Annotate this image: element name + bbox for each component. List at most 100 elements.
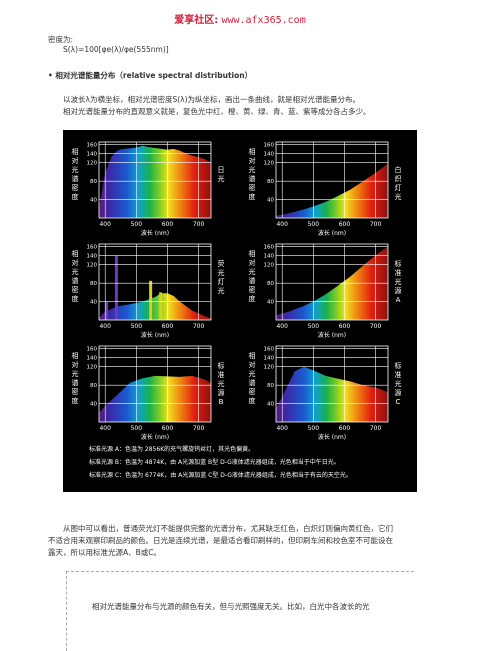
y-axis-label-char: 密 <box>72 387 79 396</box>
y-tick-label: 80 <box>267 383 274 389</box>
x-tick-label: 600 <box>339 425 351 432</box>
x-tick-label: 400 <box>276 425 288 432</box>
bullet: • <box>48 71 53 80</box>
series-label-char: 日 <box>218 166 225 174</box>
y-tick-label: 160 <box>87 142 98 148</box>
x-tick-label: 600 <box>162 221 174 228</box>
x-tick-label: 400 <box>99 221 111 228</box>
y-tick-label: 80 <box>267 281 274 287</box>
plot-frame <box>275 141 389 219</box>
y-axis-label-char: 谱 <box>72 276 79 285</box>
para1-line1: 以波长λ为横坐标，相对光谱密度S(λ)为纵坐标，画出一条曲线，就是相对光谱能量分… <box>63 95 360 104</box>
series-label-char: 源 <box>395 388 402 397</box>
section-title: 相对光谱能量分布（relative spectral distribution） <box>55 71 253 80</box>
series-label-char: 标 <box>395 361 402 370</box>
y-axis-label-char: 光 <box>249 369 256 378</box>
series-label-char: 炽 <box>395 174 402 183</box>
y-axis-label-char: 谱 <box>249 276 256 285</box>
y-axis-label-char: 对 <box>72 258 79 267</box>
y-axis-label-char: 密 <box>249 285 256 294</box>
series-label-char: 准 <box>395 268 402 277</box>
series-label-char: 源 <box>395 286 402 295</box>
y-axis-label-char: 度 <box>72 294 79 303</box>
y-axis-label-char: 密 <box>72 285 79 294</box>
site-url[interactable]: www.afx365.com <box>221 15 306 26</box>
spectrum-area <box>99 375 211 422</box>
y-tick-label: 160 <box>87 346 98 352</box>
y-tick-label: 120 <box>264 365 275 371</box>
series-label-char: 光 <box>218 379 225 388</box>
legend-b: 标准光源 B：色温为 4874K，由 A光源加蓝 B型 D-G液体滤光器组成，光… <box>89 459 340 466</box>
series-label-char: 准 <box>395 370 402 379</box>
y-tick-label: 140 <box>87 152 98 158</box>
series-label-char: 准 <box>218 370 225 379</box>
x-tick-label: 600 <box>162 323 174 330</box>
y-axis-label-char: 光 <box>72 165 79 174</box>
x-axis-label: 波长 (nm) <box>141 229 169 237</box>
y-tick-label: 120 <box>87 365 98 371</box>
x-tick-label: 400 <box>99 425 111 432</box>
series-label-char: 灯 <box>395 183 402 192</box>
y-axis-label-char: 度 <box>72 396 79 405</box>
y-tick-label: 140 <box>264 356 275 362</box>
x-axis-label: 波长 (nm) <box>141 331 169 339</box>
y-axis-label-char: 对 <box>72 360 79 369</box>
page-header: 爱享社区: www.afx365.com <box>0 11 480 26</box>
y-axis-label-char: 度 <box>249 396 256 405</box>
spectrum-area <box>276 366 388 422</box>
y-axis-label-char: 对 <box>249 258 256 267</box>
legend-c: 标准光源 C：色温为 6774K，由 A光源加蓝 C型 D-G液体滤光器组成，光… <box>89 472 352 479</box>
y-axis-label-char: 密 <box>249 183 256 192</box>
y-axis-label-char: 密 <box>72 183 79 192</box>
y-tick-label: 120 <box>87 161 98 167</box>
y-tick-label: 160 <box>264 142 275 148</box>
y-axis-label-char: 相 <box>249 147 256 156</box>
y-tick-label: 140 <box>264 152 275 158</box>
series-label-char: A <box>396 296 401 304</box>
y-tick-label: 120 <box>87 263 98 269</box>
y-tick-label: 80 <box>90 179 97 185</box>
x-tick-label: 500 <box>131 425 143 432</box>
x-tick-label: 500 <box>308 425 320 432</box>
y-axis-label-char: 对 <box>249 360 256 369</box>
series-label-char: 标 <box>395 259 402 268</box>
y-axis-label-char: 谱 <box>72 378 79 387</box>
series-label-char: 光 <box>218 174 225 183</box>
series-label-char: 标 <box>218 361 225 370</box>
plot-frame <box>275 345 389 423</box>
box-left-border <box>66 571 67 651</box>
y-axis-label-char: 密 <box>249 387 256 396</box>
y-axis-label-char: 光 <box>72 267 79 276</box>
x-tick-label: 400 <box>276 221 288 228</box>
para2-line3: 露天，所以用标准光源A、B或C。 <box>48 548 162 557</box>
y-axis-label-char: 对 <box>72 156 79 165</box>
intro-line: 密度为: <box>48 35 74 44</box>
y-axis-label-char: 相 <box>249 351 256 360</box>
box-top-border <box>66 571 414 572</box>
y-axis-label-char: 光 <box>249 267 256 276</box>
y-axis-label-char: 度 <box>249 294 256 303</box>
x-tick-label: 400 <box>276 323 288 330</box>
section-heading: • 相对光谱能量分布（relative spectral distributio… <box>48 70 252 81</box>
x-axis-label: 波长 (nm) <box>318 331 346 339</box>
emission-line <box>159 292 163 320</box>
y-axis-label-char: 相 <box>72 351 79 360</box>
x-tick-label: 400 <box>99 323 111 330</box>
x-axis-label: 波长 (nm) <box>141 433 169 441</box>
series-label-char: 荧 <box>218 259 225 268</box>
y-axis-label-char: 对 <box>249 156 256 165</box>
series-label-char: 源 <box>218 388 225 397</box>
y-tick-label: 40 <box>90 300 97 306</box>
para1-line2: 相对光谱能量分布的直观意义就是，复色光中红、橙、黄、绿、青、蓝、紫等成分各占多少… <box>63 107 371 116</box>
y-axis-label-char: 谱 <box>249 378 256 387</box>
x-tick-label: 500 <box>131 323 143 330</box>
x-tick-label: 500 <box>308 323 320 330</box>
y-axis-label-char: 谱 <box>249 174 256 183</box>
series-label-char: 灯 <box>218 277 225 286</box>
density-formula: S(λ)=100[φe(λ)/φe(555nm)] <box>63 45 169 54</box>
legend-a: 标准光源 A：色温为 2856K的充气螺旋钨丝灯，其光色偏黄。 <box>89 446 255 453</box>
